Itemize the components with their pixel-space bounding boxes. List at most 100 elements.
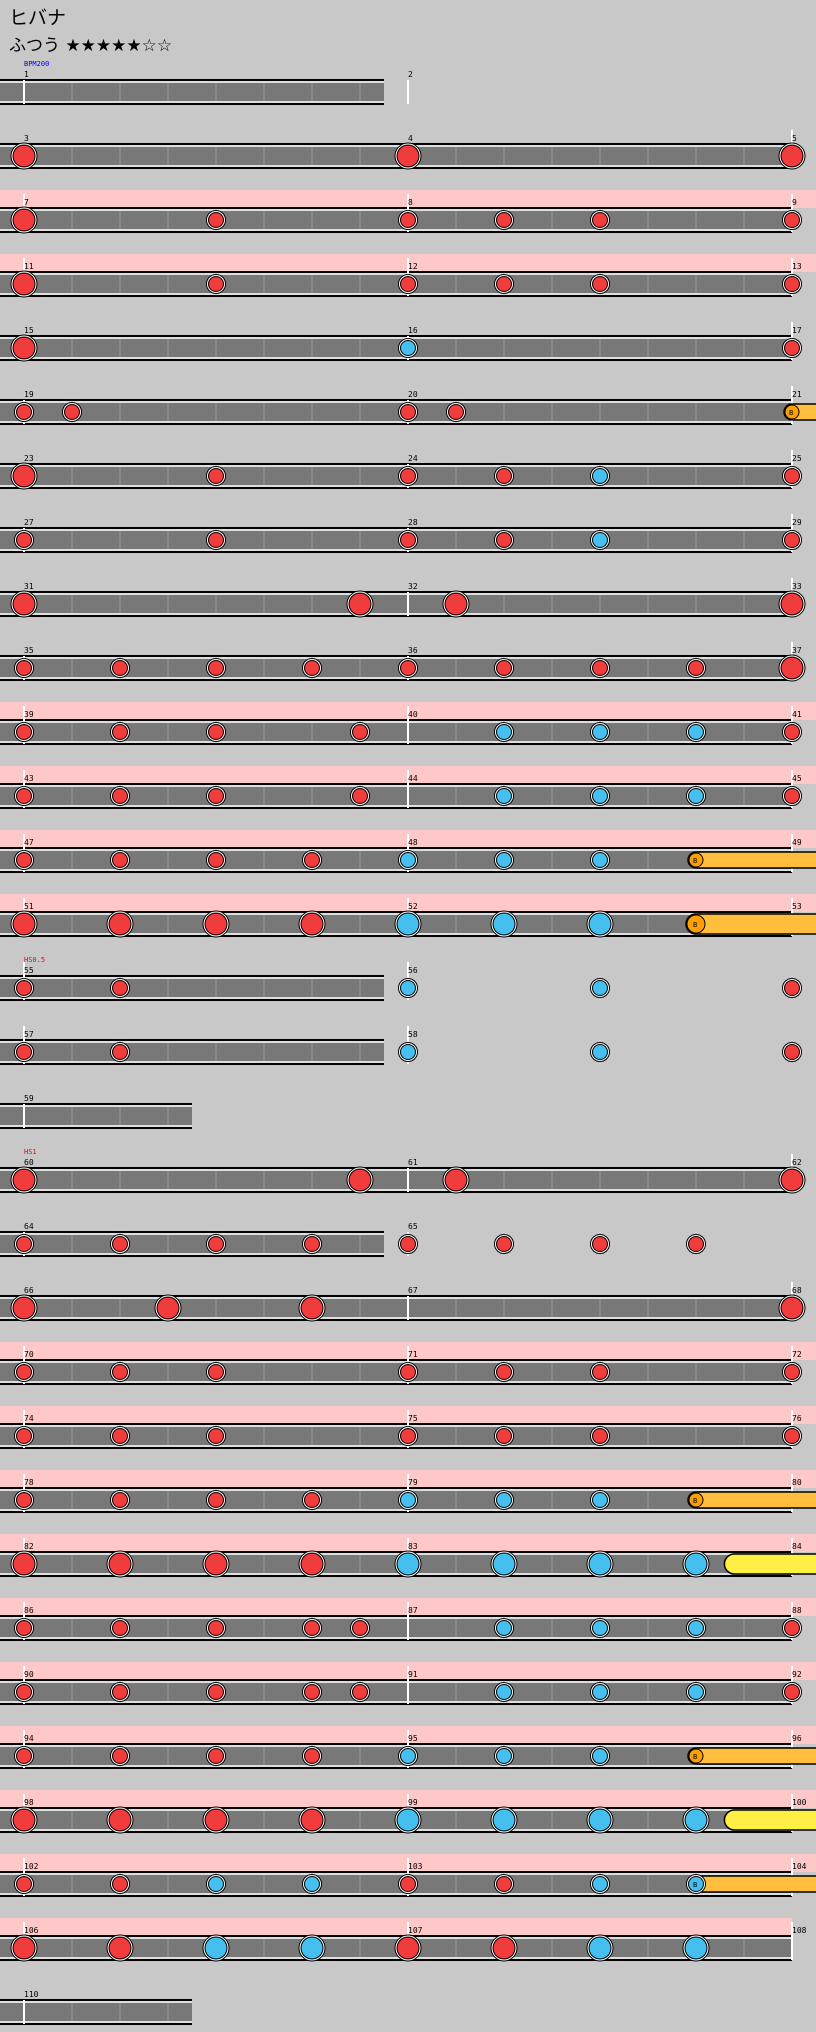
measure-number: 87 bbox=[408, 1606, 418, 1615]
lane bbox=[0, 1744, 792, 1768]
measure-number: 98 bbox=[24, 1798, 34, 1807]
measure-number: 39 bbox=[24, 710, 34, 719]
roll-label: B bbox=[693, 1497, 697, 1505]
chart-row bbox=[0, 1154, 806, 1194]
roll-head bbox=[688, 1492, 704, 1508]
roll-note bbox=[687, 1875, 816, 1893]
measure-number: 68 bbox=[792, 1286, 802, 1295]
measure-number: 7 bbox=[24, 198, 29, 207]
difficulty-stars: ★★★★★☆☆ bbox=[65, 36, 173, 56]
measure-number: 76 bbox=[792, 1414, 802, 1423]
measure-number: 48 bbox=[408, 838, 418, 847]
lane bbox=[0, 592, 792, 616]
chart-row bbox=[0, 830, 816, 873]
measure-number: 1 bbox=[24, 70, 29, 79]
roll-label: B bbox=[693, 1753, 697, 1761]
measure-number: 82 bbox=[24, 1542, 34, 1551]
measure-number: 64 bbox=[24, 1222, 34, 1231]
roll-note bbox=[723, 1809, 816, 1831]
roll-label: B bbox=[693, 1881, 697, 1889]
roll-note bbox=[687, 1747, 816, 1765]
measure-number: 37 bbox=[792, 646, 802, 655]
measure-number: 41 bbox=[792, 710, 802, 719]
chart-row bbox=[0, 1999, 192, 2025]
chart-row bbox=[0, 450, 802, 490]
chart-row bbox=[0, 1342, 816, 1385]
measure-number: 106 bbox=[24, 1926, 39, 1935]
measure-number: 20 bbox=[408, 390, 418, 399]
roll-head bbox=[688, 852, 704, 868]
lane bbox=[0, 784, 792, 808]
measure-number: 4 bbox=[408, 134, 413, 143]
lane bbox=[0, 1232, 384, 1256]
chart-row bbox=[0, 1282, 806, 1322]
measure-number: 94 bbox=[24, 1734, 34, 1743]
chart-row bbox=[0, 962, 802, 1001]
measure-number: 83 bbox=[408, 1542, 418, 1551]
measure-number: 78 bbox=[24, 1478, 34, 1487]
lane bbox=[0, 720, 792, 744]
measure-number: 53 bbox=[792, 902, 802, 911]
chart-row bbox=[0, 1231, 706, 1257]
roll-head bbox=[688, 1748, 704, 1764]
lane bbox=[0, 528, 792, 552]
event-label: HS0.5 bbox=[24, 956, 45, 964]
measure-number: 29 bbox=[792, 518, 802, 527]
measure-number: 90 bbox=[24, 1670, 34, 1679]
measure-number: 49 bbox=[792, 838, 802, 847]
lane bbox=[0, 848, 792, 872]
measure-number: 61 bbox=[408, 1158, 418, 1167]
measure-number: 62 bbox=[792, 1158, 802, 1167]
measure-number: 86 bbox=[24, 1606, 34, 1615]
measure-number: 31 bbox=[24, 582, 34, 591]
measure-number: 74 bbox=[24, 1414, 34, 1423]
measure-number: 104 bbox=[792, 1862, 807, 1871]
measure-number: 59 bbox=[24, 1094, 34, 1103]
roll-label: B bbox=[789, 409, 793, 417]
measure-number: 16 bbox=[408, 326, 418, 335]
song-title: ヒバナ bbox=[9, 7, 67, 29]
chart-row bbox=[0, 1726, 816, 1769]
measure-number: 71 bbox=[408, 1350, 418, 1359]
lane bbox=[0, 1488, 792, 1512]
event-label: HS1 bbox=[24, 1148, 37, 1156]
roll-note bbox=[687, 1491, 816, 1509]
measure-number: 21 bbox=[792, 390, 802, 399]
lane bbox=[0, 1296, 792, 1320]
roll-label: B bbox=[693, 921, 697, 929]
lane bbox=[0, 208, 792, 232]
measure-number: 55 bbox=[24, 966, 34, 975]
chart-row bbox=[0, 1918, 793, 1962]
chart-row bbox=[0, 1854, 816, 1897]
roll-head bbox=[784, 404, 800, 420]
lane bbox=[0, 1872, 792, 1896]
measure-number: 80 bbox=[792, 1478, 802, 1487]
measure-number: 99 bbox=[408, 1798, 418, 1807]
measure-number: 107 bbox=[408, 1926, 423, 1935]
chart-row bbox=[0, 386, 816, 425]
measure-number: 96 bbox=[792, 1734, 802, 1743]
lane bbox=[0, 1104, 192, 1128]
chart-row bbox=[0, 1662, 816, 1705]
lane bbox=[0, 1680, 792, 1704]
lane bbox=[0, 976, 384, 1000]
measure-number: 100 bbox=[792, 1798, 807, 1807]
measure-number: 51 bbox=[24, 902, 34, 911]
measure-number: 45 bbox=[792, 774, 802, 783]
measure-number: 58 bbox=[408, 1030, 418, 1039]
measure-number: 52 bbox=[408, 902, 418, 911]
chart-row bbox=[0, 1534, 816, 1578]
measure-number: 65 bbox=[408, 1222, 418, 1231]
measure-number: 2 bbox=[408, 70, 413, 79]
measure-number: 40 bbox=[408, 710, 418, 719]
measure-number: 70 bbox=[24, 1350, 34, 1359]
measure-number: 33 bbox=[792, 582, 802, 591]
lane bbox=[0, 1040, 384, 1064]
measure-number: 8 bbox=[408, 198, 413, 207]
chart-row bbox=[0, 1790, 816, 1834]
roll-note bbox=[685, 913, 816, 935]
chart-row bbox=[0, 322, 802, 362]
lane bbox=[0, 272, 792, 296]
lane bbox=[0, 80, 384, 104]
